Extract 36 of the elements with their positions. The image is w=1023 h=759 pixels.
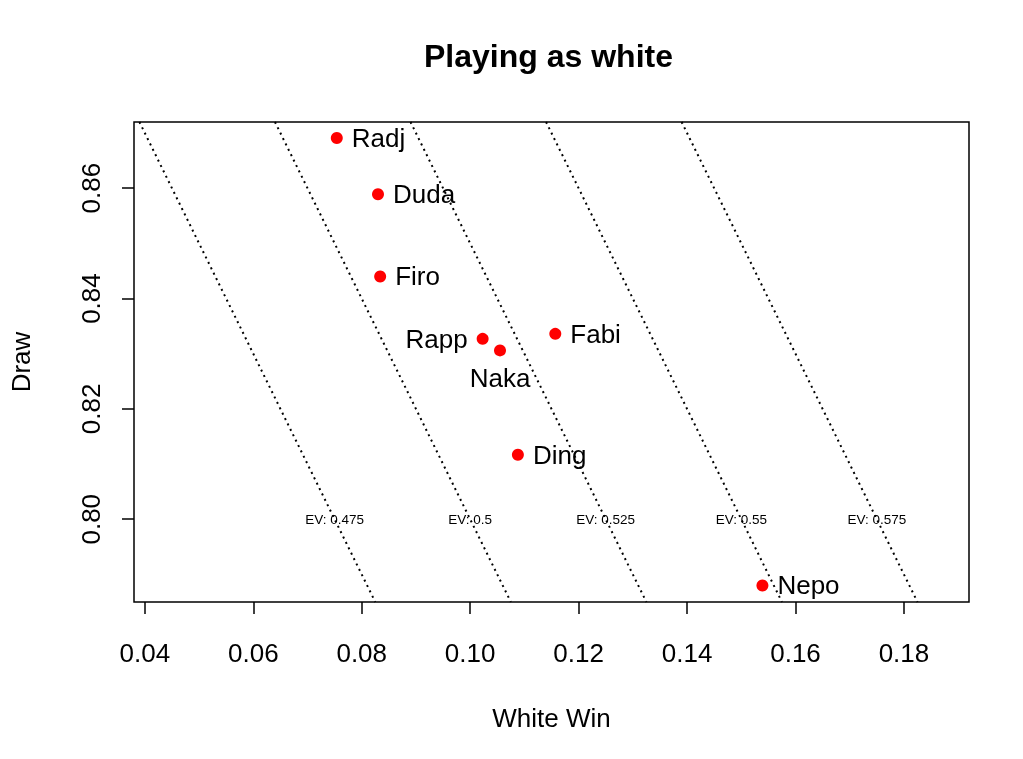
annotation: EV: 0.55	[715, 511, 767, 527]
series-label: Fabi	[570, 318, 621, 349]
annotation: EV: 0.5	[448, 511, 493, 527]
annotation: EV: 0.475	[305, 511, 365, 527]
x-axis-title: White Win	[492, 703, 611, 733]
point	[374, 270, 387, 283]
series-label: Naka	[469, 363, 531, 394]
y-tick-label: 0.86	[76, 162, 106, 214]
series-label: Ding	[532, 439, 587, 470]
point	[549, 327, 562, 340]
point	[476, 332, 489, 345]
series-label: Duda	[392, 179, 456, 210]
x-tick-label: 0.14	[661, 638, 713, 668]
y-axis-title: Draw	[6, 331, 36, 393]
point	[372, 188, 384, 201]
x-tick-label: 0.12	[553, 638, 604, 668]
series-label: Rapp	[405, 323, 468, 354]
annotation: EV: 0.525	[576, 511, 636, 527]
x-tick-label: 0.18	[878, 638, 930, 668]
series-label: Nepo	[777, 570, 840, 601]
point	[494, 344, 506, 357]
x-tick-label: 0.16	[770, 638, 821, 668]
x-tick-label: 0.04	[119, 638, 171, 668]
series-label: Radj	[351, 123, 406, 153]
x-tick-label: 0.10	[444, 638, 496, 668]
point	[756, 579, 769, 592]
y-tick-label: 0.84	[76, 273, 106, 324]
y-tick-label: 0.82	[76, 383, 106, 435]
x-tick-label: 0.06	[227, 638, 279, 668]
y-tick-label: 0.80	[76, 493, 106, 545]
chart-title: Playing as white	[424, 38, 673, 74]
x-tick-label: 0.08	[336, 638, 388, 668]
point	[330, 132, 343, 144]
point	[511, 448, 524, 461]
series-label: Firo	[395, 261, 440, 292]
annotation: EV: 0.575	[847, 511, 907, 527]
